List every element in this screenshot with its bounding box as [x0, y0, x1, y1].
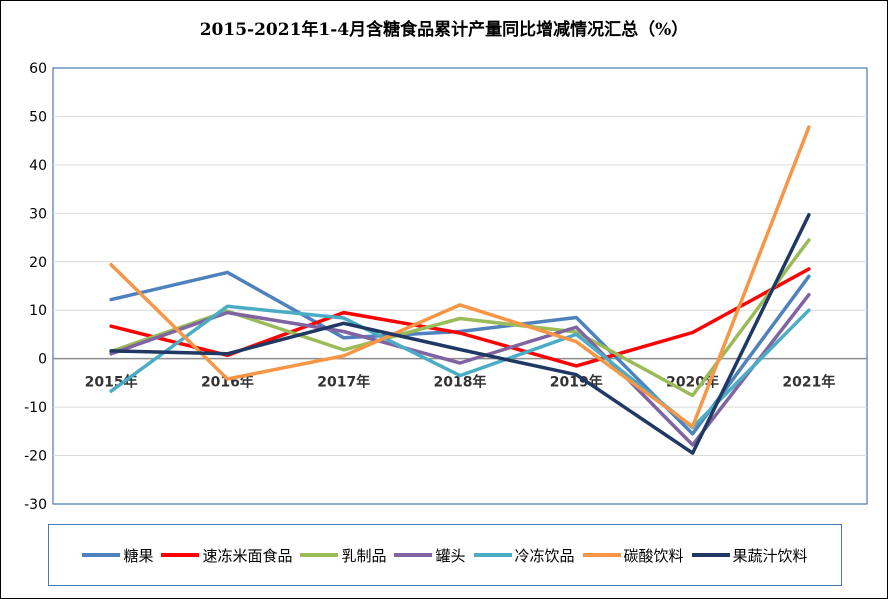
y-tick-label: 50 [29, 109, 47, 125]
legend-swatch [582, 553, 621, 557]
y-tick-label: -30 [24, 497, 47, 513]
x-tick-label: 2021年 [782, 374, 835, 391]
legend-swatch [161, 553, 200, 557]
legend-swatch [394, 553, 433, 557]
chart-legend: 糖果 速冻米面食品 乳制品 罐头 冷冻饮品 碳酸饮料 果蔬汁饮料 [48, 524, 842, 586]
y-tick-label: 20 [29, 255, 47, 271]
y-tick-label: 40 [29, 158, 47, 174]
legend-item: 罐头 [394, 545, 466, 566]
legend-swatch [300, 553, 339, 557]
legend-item: 冷冻饮品 [473, 545, 575, 566]
y-tick-label: -20 [24, 449, 47, 465]
legend-label: 罐头 [435, 546, 466, 565]
legend-swatch [82, 553, 121, 557]
legend-label: 糖果 [123, 546, 154, 565]
series-line-6 [109, 125, 811, 429]
legend-item: 速冻米面食品 [161, 545, 292, 566]
y-tick-label: 10 [29, 303, 47, 319]
x-tick-label: 2019年 [550, 374, 603, 391]
plot-area [52, 67, 868, 505]
legend-label: 碳酸饮料 [623, 546, 684, 565]
legend-swatch [473, 553, 512, 557]
x-tick-label: 2018年 [434, 374, 487, 391]
legend-label: 冷冻饮品 [514, 546, 575, 565]
legend-item: 碳酸饮料 [582, 545, 684, 566]
legend-label: 果蔬汁饮料 [732, 546, 808, 565]
legend-item: 糖果 [82, 545, 153, 566]
legend-swatch [691, 553, 730, 557]
y-tick-label: 30 [29, 206, 47, 222]
y-tick-label: -10 [24, 400, 47, 416]
y-tick-label: 0 [38, 352, 47, 368]
legend-item: 果蔬汁饮料 [691, 545, 808, 566]
series-line-7 [109, 213, 811, 455]
legend-label: 速冻米面食品 [202, 546, 293, 565]
y-tick-label: 60 [29, 61, 47, 77]
legend-label: 乳制品 [341, 546, 387, 565]
x-tick-label: 2017年 [317, 374, 370, 391]
x-tick-label: 2015年 [85, 374, 138, 391]
legend-item: 乳制品 [300, 545, 386, 566]
chart-title: 2015-2021年1-4月含糖食品累计产量同比增减情况汇总（%） [199, 20, 689, 40]
series-line-4 [109, 292, 811, 447]
